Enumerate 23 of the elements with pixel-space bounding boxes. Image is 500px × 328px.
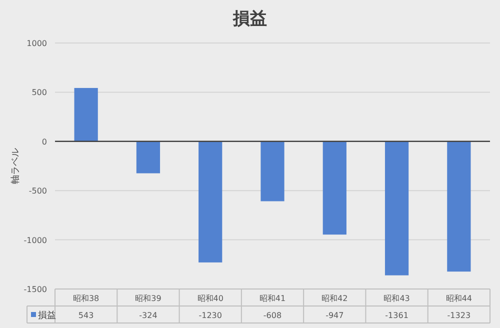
chart-title: 損益 bbox=[232, 9, 267, 29]
data-label: -1230 bbox=[198, 311, 222, 320]
x-tick-label: 昭和40 bbox=[197, 294, 224, 303]
y-tick-label: 0 bbox=[42, 137, 47, 146]
x-tick-label: 昭和44 bbox=[446, 294, 472, 303]
data-label: -1323 bbox=[447, 311, 471, 320]
x-tick-label: 昭和41 bbox=[259, 294, 286, 303]
x-tick-label: 昭和39 bbox=[135, 294, 162, 303]
x-tick-label: 昭和43 bbox=[384, 294, 410, 303]
data-label: -1361 bbox=[385, 311, 408, 320]
x-tick-label: 昭和42 bbox=[322, 294, 348, 303]
y-tick-label: 1000 bbox=[26, 39, 47, 48]
legend-label: 損益 bbox=[38, 310, 56, 321]
data-label: 543 bbox=[78, 311, 94, 320]
x-tick-label: 昭和38 bbox=[72, 294, 100, 303]
data-label: -324 bbox=[139, 311, 158, 320]
data-label: -608 bbox=[263, 311, 282, 320]
y-tick-label: 500 bbox=[32, 88, 47, 98]
y-tick-label: -1000 bbox=[24, 236, 47, 245]
y-tick-label: -500 bbox=[28, 186, 47, 196]
data-label: -947 bbox=[326, 311, 344, 320]
y-tick-label: -1500 bbox=[24, 285, 47, 294]
y-axis-title: 軸ラベル bbox=[10, 148, 21, 184]
